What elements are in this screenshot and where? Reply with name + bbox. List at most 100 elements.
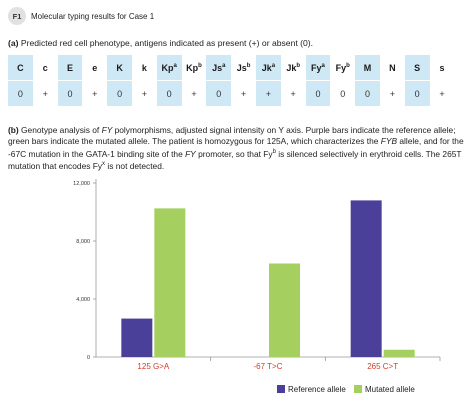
antigen-value: 0 — [305, 80, 331, 106]
antigen-name: S — [404, 55, 430, 81]
y-tick-label: 0 — [87, 355, 90, 361]
antigen-name-text: N — [389, 62, 396, 73]
antigen-superscript: a — [321, 62, 325, 69]
antigen-name-text: Kp — [186, 62, 199, 73]
y-tick-label: 8,000 — [76, 239, 90, 245]
antigen-superscript: b — [198, 62, 202, 69]
antigen-name: E — [57, 55, 83, 81]
antigen-superscript: a — [222, 62, 226, 69]
antigen-name-text: Jk — [261, 62, 272, 73]
antigen-superscript: b — [296, 62, 300, 69]
antigen-name: Jkb — [280, 55, 306, 81]
panel-b-caption-segment: polymorphisms, adjusted signal intensity… — [8, 125, 456, 146]
antigen-name-text: Fy — [311, 62, 322, 73]
antigen-value: 0 — [8, 80, 33, 106]
antigen-name: M — [355, 55, 380, 81]
antigen-name-text: Kp — [161, 62, 174, 73]
y-tick-label: 4,000 — [76, 297, 90, 303]
antigen-name: Kpb — [181, 55, 207, 81]
antigen-name-text: Fy — [335, 62, 347, 73]
y-tick-label: 12,000 — [73, 181, 90, 187]
antigen-name-text: S — [414, 62, 421, 73]
antigen-name-text: k — [141, 62, 147, 73]
panel-b-caption-segment: is silenced selectively in erythroid cel… — [8, 148, 462, 171]
antigen-name-text: c — [42, 62, 48, 73]
panel-a-caption: (a) Predicted red cell phenotype, antige… — [8, 38, 313, 48]
antigen-name-text: E — [66, 62, 73, 73]
antigen-value: 0 — [156, 80, 182, 106]
antigen-name-text: M — [363, 62, 372, 73]
antigen-superscript: a — [173, 62, 177, 69]
antigen-name: k — [131, 55, 157, 81]
antigen-name: Jsb — [231, 55, 256, 81]
antigen-value: + — [439, 88, 445, 99]
legend-swatch — [277, 385, 285, 393]
antigen-name: K — [107, 55, 132, 81]
antigen-value: + — [42, 88, 48, 99]
antigen-value: 0 — [340, 88, 346, 99]
category-label: -67 T>C — [254, 362, 283, 371]
figure-title: Molecular typing results for Case 1 — [31, 11, 155, 21]
figure-header: F1 Molecular typing results for Case 1 — [8, 7, 154, 25]
antigen-name: Fya — [305, 55, 331, 81]
figure-badge: F1 — [8, 7, 26, 25]
legend-swatch — [354, 385, 362, 393]
antigen-name-text: s — [439, 62, 445, 73]
antigen-name: C — [8, 55, 33, 81]
antigen-name: N — [379, 55, 405, 81]
panel-b-caption-segment: FY — [101, 125, 113, 135]
antigen-value: + — [255, 80, 281, 106]
bar-mutated — [383, 349, 415, 357]
antigen-value: + — [240, 88, 247, 99]
antigen-value: + — [92, 88, 98, 99]
antigen-name: c — [32, 55, 58, 81]
bar-reference — [350, 200, 382, 357]
panel-b-caption-segment: Genotype analysis of — [21, 125, 102, 135]
panel-a-caption-text: Predicted red cell phenotype, antigens i… — [20, 38, 314, 48]
antigen-value: 0 — [355, 80, 380, 106]
panel-b-caption: (b) Genotype analysis of FY polymorphism… — [8, 125, 470, 172]
antigen-value: + — [290, 88, 296, 99]
antigen-name-text: C — [17, 62, 24, 73]
panel-b-caption-segment: is not detected. — [105, 160, 165, 171]
antigen-value: + — [141, 88, 148, 99]
panel-b-label: (b) — [8, 125, 19, 135]
legend-label: Mutated allele — [365, 385, 415, 394]
legend-label: Reference allele — [288, 385, 346, 394]
antigen-superscript: b — [246, 62, 251, 69]
antigen-value: 0 — [57, 80, 83, 106]
antigen-superscript: b — [346, 62, 350, 69]
antigen-value: + — [191, 88, 197, 99]
antigen-value: 0 — [206, 80, 232, 106]
antigen-name: Fyb — [330, 55, 356, 81]
bar-mutated — [269, 263, 300, 357]
category-label: 265 C>T — [367, 362, 398, 371]
antigen-value-row: 0 +0 +0 +0 +0 + + +0 0 0 +0 + — [8, 80, 454, 106]
bar-reference — [121, 318, 153, 357]
panel-b-caption-segment: FYB — [380, 135, 398, 146]
antigen-value: + — [389, 88, 395, 99]
antigen-name: e — [82, 55, 108, 81]
antigen-value: 0 — [107, 80, 132, 106]
panel-b-caption-segment: allele, and for the -67C mutation in the… — [8, 135, 464, 159]
panel-b-caption-segment: x — [102, 161, 106, 168]
antigen-value: 0 — [404, 80, 430, 106]
antigen-superscript: a — [271, 62, 276, 69]
antigen-name-text: Jk — [286, 62, 297, 73]
bar-mutated — [154, 208, 186, 357]
panel-b-caption-segment: promoter, so that Fy — [195, 148, 273, 159]
panel-b-caption-segment: FY — [185, 148, 196, 159]
antigen-name: Jka — [255, 55, 281, 81]
antigen-name: s — [429, 55, 455, 81]
antigen-name: Kpa — [156, 55, 182, 81]
panel-a-label: (a) — [8, 38, 19, 48]
antigen-name-text: K — [116, 62, 123, 73]
antigen-name-text: e — [92, 62, 98, 73]
antigen-name-text: Js — [212, 62, 223, 73]
antigen-name: Jsa — [206, 55, 232, 81]
category-label: 125 G>A — [137, 362, 169, 371]
